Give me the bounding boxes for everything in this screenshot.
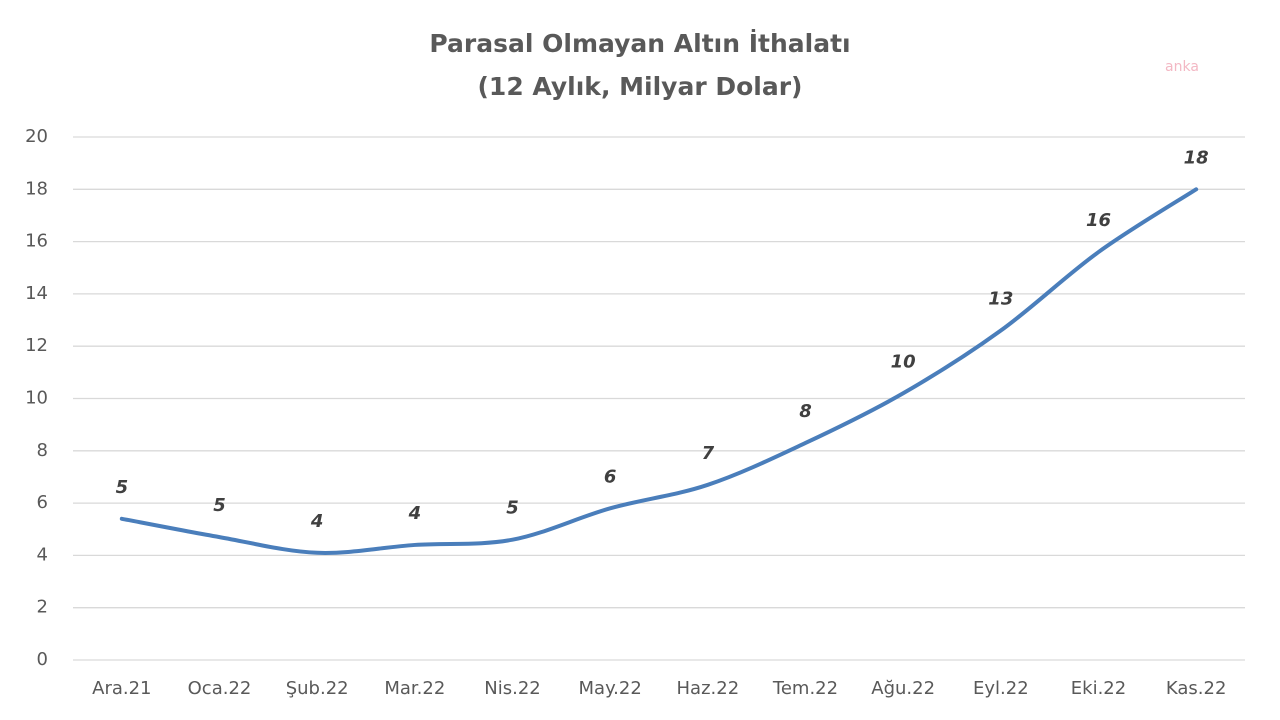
y-tick-label: 18 <box>25 178 48 199</box>
y-tick-label: 20 <box>25 126 48 147</box>
data-label: 5 <box>213 495 226 516</box>
x-tick-label: Haz.22 <box>677 678 740 699</box>
data-label: 4 <box>310 511 324 532</box>
data-label: 7 <box>702 443 715 464</box>
chart-subtitle: (12 Aylık, Milyar Dolar) <box>478 72 803 101</box>
watermark: anka <box>1165 59 1199 75</box>
x-tick-label: Mar.22 <box>384 678 445 699</box>
y-tick-label: 2 <box>37 597 48 618</box>
data-label: 5 <box>506 498 519 519</box>
x-tick-label: Şub.22 <box>286 678 349 699</box>
data-label: 4 <box>408 503 422 524</box>
y-tick-label: 12 <box>25 335 48 356</box>
data-label: 8 <box>799 401 812 422</box>
data-label: 6 <box>604 466 617 487</box>
x-tick-label: May.22 <box>579 678 642 699</box>
y-tick-label: 8 <box>37 440 48 461</box>
data-label: 10 <box>891 351 916 372</box>
y-tick-label: 0 <box>37 649 48 670</box>
data-label: 13 <box>988 289 1013 310</box>
x-tick-label: Nis.22 <box>484 678 540 699</box>
x-tick-label: Eki.22 <box>1071 678 1126 699</box>
y-tick-label: 6 <box>37 492 48 513</box>
x-tick-label: Kas.22 <box>1166 678 1227 699</box>
data-label: 16 <box>1086 210 1111 231</box>
x-tick-label: Ağu.22 <box>871 678 935 699</box>
x-tick-label: Ara.21 <box>92 678 151 699</box>
y-tick-label: 16 <box>25 231 48 252</box>
x-tick-label: Oca.22 <box>188 678 252 699</box>
y-tick-label: 14 <box>25 283 48 304</box>
chart-title: Parasal Olmayan Altın İthalatı <box>429 28 850 58</box>
data-label: 18 <box>1184 147 1209 168</box>
x-tick-label: Tem.22 <box>772 678 838 699</box>
data-line <box>119 187 1199 555</box>
data-label: 5 <box>116 477 129 498</box>
y-tick-label: 4 <box>37 544 48 565</box>
x-tick-label: Eyl.22 <box>973 678 1029 699</box>
y-tick-label: 10 <box>25 388 48 409</box>
